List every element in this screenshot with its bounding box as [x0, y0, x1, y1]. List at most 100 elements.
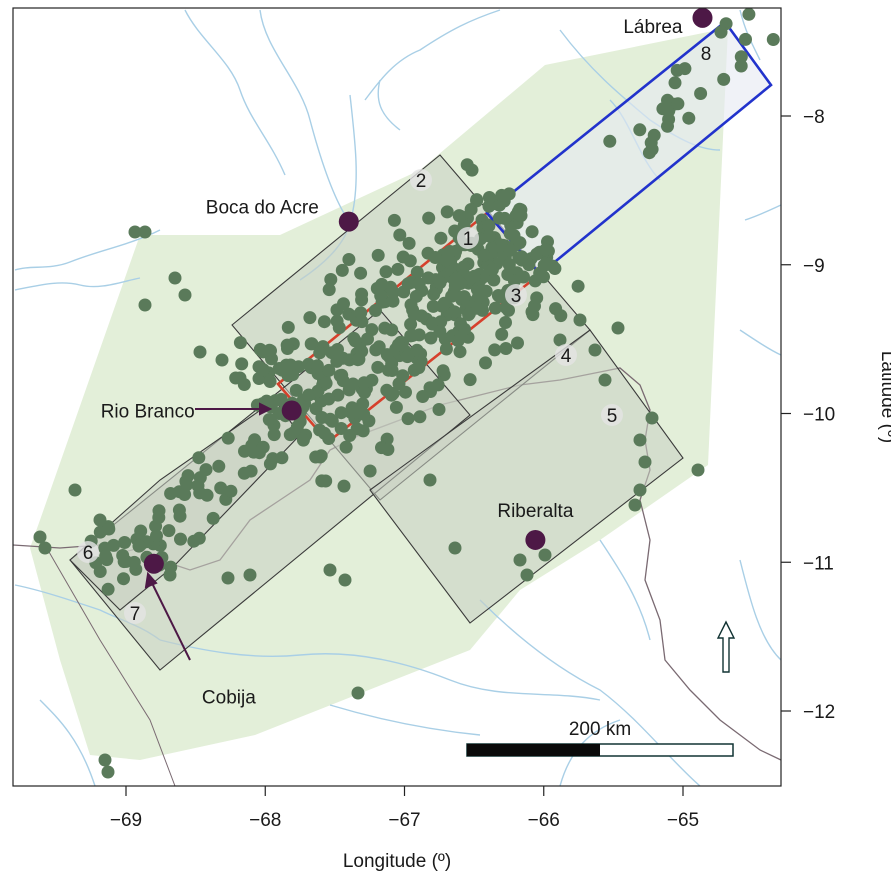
observation-point	[537, 270, 550, 284]
observation-point	[374, 289, 388, 303]
observation-point	[401, 412, 415, 426]
zone-label-1: 1	[463, 229, 474, 250]
observation-point	[434, 231, 448, 245]
zone-label-4: 4	[561, 346, 572, 367]
observation-point	[546, 259, 560, 273]
observation-point	[423, 473, 437, 487]
observation-point	[603, 134, 617, 148]
observation-point	[330, 314, 344, 328]
observation-point	[380, 383, 394, 397]
observation-point	[355, 287, 369, 301]
observation-point	[118, 536, 132, 549]
observation-point	[263, 375, 277, 388]
observation-point	[387, 213, 401, 227]
observation-point	[491, 289, 505, 302]
town-label: Boca do Acre	[206, 198, 319, 219]
observation-point	[162, 524, 176, 538]
observation-point	[101, 765, 115, 779]
observation-point	[432, 403, 446, 416]
observation-point	[404, 298, 418, 312]
observation-point	[410, 343, 424, 357]
observation-point	[645, 411, 659, 425]
observation-point	[391, 262, 405, 276]
observation-point	[281, 369, 295, 383]
observation-point	[714, 25, 728, 39]
observation-point	[525, 225, 539, 239]
observation-point	[192, 531, 206, 545]
observation-point	[513, 553, 527, 567]
observation-point	[485, 263, 499, 277]
observation-point	[436, 364, 450, 378]
observation-point	[354, 306, 368, 320]
observation-point	[502, 258, 516, 272]
observation-point	[33, 530, 47, 544]
x-axis: −69 −68 −67 −66 −65	[110, 786, 699, 831]
observation-point	[476, 303, 489, 317]
observation-point	[424, 331, 438, 345]
observation-point	[453, 345, 467, 359]
observation-point	[670, 63, 684, 77]
observation-point	[361, 332, 374, 346]
observation-point	[93, 565, 107, 578]
plot-frame	[12, 7, 782, 787]
observation-point	[588, 343, 602, 357]
observation-point	[766, 33, 780, 46]
observation-point	[539, 243, 552, 257]
observation-point	[488, 343, 502, 357]
observation-point	[426, 299, 440, 313]
observation-point	[717, 72, 731, 86]
observation-point	[742, 8, 756, 21]
observation-point	[174, 532, 187, 546]
observation-point	[393, 228, 407, 242]
observation-point	[281, 342, 294, 355]
observation-point	[363, 464, 377, 478]
observation-point	[132, 539, 146, 553]
observation-point	[628, 498, 642, 512]
observation-point	[68, 483, 82, 497]
observation-point	[462, 307, 476, 321]
observation-point	[402, 236, 416, 250]
observation-point	[633, 433, 647, 447]
town-marker	[692, 8, 713, 28]
observation-point	[479, 356, 492, 370]
town-label: Cobija	[202, 688, 256, 709]
x-tick-label: −69	[110, 810, 142, 831]
observation-point	[504, 243, 517, 257]
observation-point	[349, 405, 363, 419]
observation-point	[638, 455, 652, 469]
observation-point	[454, 330, 468, 344]
rivers	[14, 9, 781, 786]
observation-point	[554, 309, 568, 323]
observation-point	[413, 410, 427, 424]
town-label: Rio Branco	[101, 402, 195, 423]
observation-point	[482, 191, 496, 204]
observation-point	[323, 563, 337, 577]
town-marker	[525, 529, 546, 550]
observation-point	[150, 529, 163, 543]
observation-point	[433, 276, 447, 290]
observation-point	[371, 360, 385, 374]
observation-point	[168, 271, 182, 285]
observation-point	[172, 503, 186, 517]
observation-point	[391, 338, 405, 352]
observation-point	[448, 305, 461, 319]
observation-point	[357, 376, 371, 390]
observation-point	[263, 457, 277, 471]
town-label: Riberalta	[497, 501, 573, 522]
town-marker	[143, 553, 164, 574]
observation-point	[433, 325, 447, 338]
observation-point	[375, 277, 389, 291]
observation-point	[358, 386, 371, 399]
y-tick-label: −11	[803, 553, 834, 574]
observation-point	[331, 343, 344, 356]
observation-point	[330, 303, 344, 317]
observation-point	[410, 265, 424, 279]
observation-point	[337, 479, 351, 493]
observation-point	[315, 411, 329, 424]
observation-point	[647, 128, 661, 142]
observation-point	[289, 383, 303, 397]
observation-point	[233, 336, 247, 350]
y-tick-label: −8	[803, 107, 825, 128]
observation-point	[739, 32, 752, 46]
observation-point	[530, 291, 544, 305]
